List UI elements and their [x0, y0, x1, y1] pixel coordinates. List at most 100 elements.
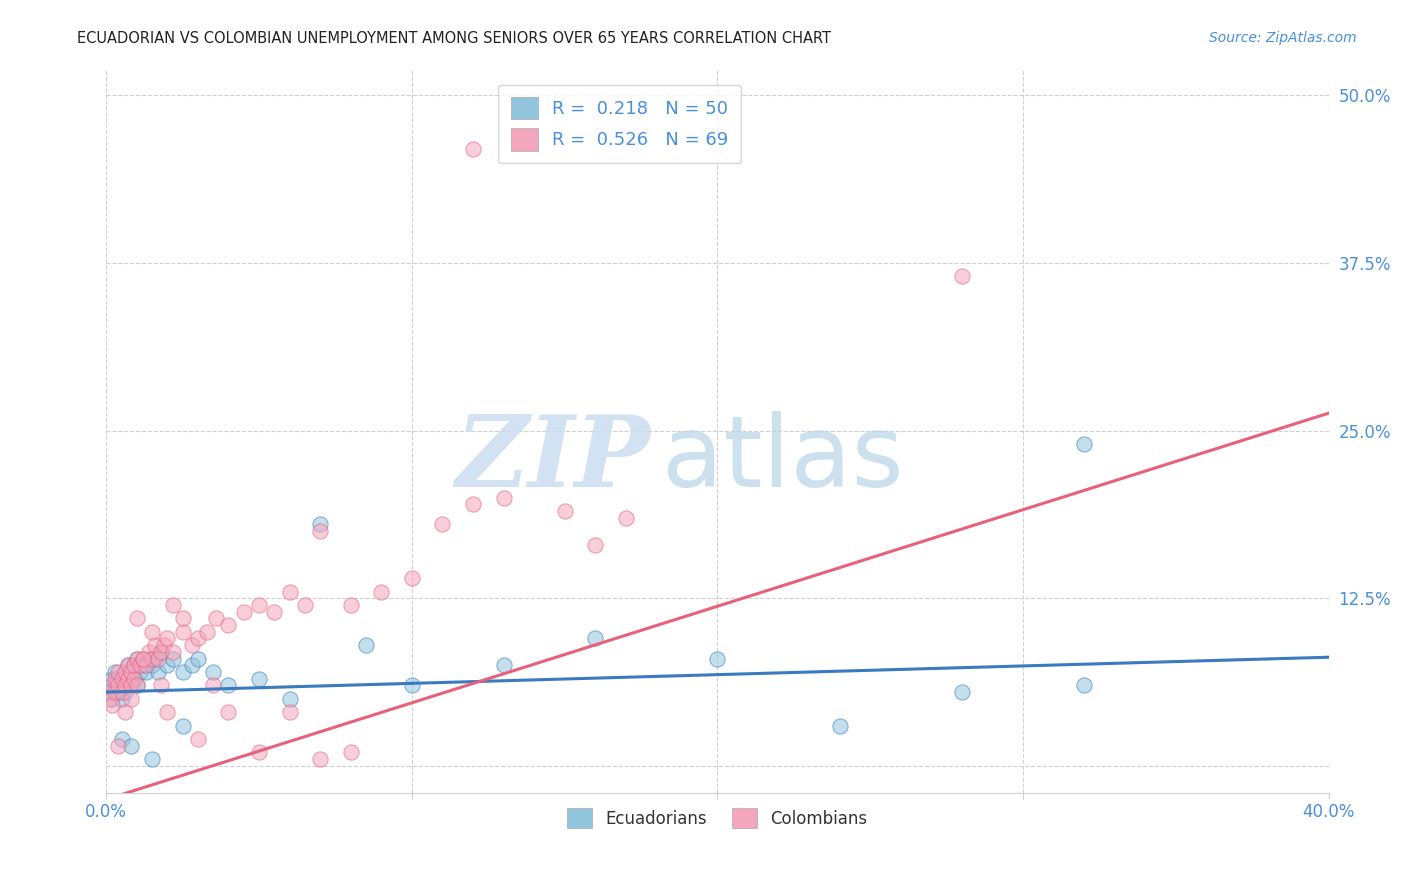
Point — [128, 665, 150, 679]
Point — [202, 678, 225, 692]
Point — [114, 678, 136, 692]
Point — [162, 645, 184, 659]
Point — [187, 731, 209, 746]
Text: atlas: atlas — [662, 411, 904, 508]
Point — [247, 672, 270, 686]
Point — [110, 678, 132, 692]
Point — [141, 624, 163, 639]
Point — [125, 651, 148, 665]
Point — [148, 651, 170, 665]
Point — [110, 691, 132, 706]
Point — [143, 638, 166, 652]
Point — [195, 624, 218, 639]
Point — [172, 611, 194, 625]
Point — [148, 665, 170, 679]
Point — [101, 678, 124, 692]
Point — [162, 598, 184, 612]
Point — [354, 638, 377, 652]
Point — [172, 624, 194, 639]
Point — [98, 685, 121, 699]
Point — [205, 611, 228, 625]
Point — [232, 605, 254, 619]
Point — [104, 685, 127, 699]
Point — [107, 685, 129, 699]
Point — [153, 638, 176, 652]
Point — [432, 517, 454, 532]
Point — [104, 678, 127, 692]
Point — [583, 632, 606, 646]
Point — [339, 598, 361, 612]
Point — [101, 698, 124, 713]
Point — [104, 665, 127, 679]
Point — [202, 665, 225, 679]
Point — [135, 665, 157, 679]
Point — [950, 685, 973, 699]
Point — [156, 658, 179, 673]
Point — [141, 658, 163, 673]
Point — [278, 584, 301, 599]
Point — [339, 746, 361, 760]
Point — [370, 584, 392, 599]
Point — [125, 678, 148, 692]
Point — [117, 658, 139, 673]
Point — [141, 651, 163, 665]
Point — [107, 739, 129, 753]
Point — [117, 672, 139, 686]
Point — [120, 665, 142, 679]
Point — [614, 510, 637, 524]
Point — [132, 658, 155, 673]
Point — [122, 672, 145, 686]
Legend: Ecuadorians, Colombians: Ecuadorians, Colombians — [561, 801, 875, 835]
Point — [110, 672, 132, 686]
Point — [309, 517, 332, 532]
Point — [706, 651, 728, 665]
Point — [1073, 437, 1095, 451]
Point — [98, 691, 121, 706]
Point — [141, 752, 163, 766]
Point — [150, 645, 173, 659]
Point — [187, 651, 209, 665]
Point — [135, 658, 157, 673]
Point — [461, 142, 484, 156]
Point — [122, 672, 145, 686]
Point — [309, 752, 332, 766]
Point — [114, 665, 136, 679]
Point — [101, 672, 124, 686]
Point — [132, 651, 155, 665]
Point — [828, 718, 851, 732]
Point — [950, 269, 973, 284]
Point — [120, 678, 142, 692]
Point — [122, 658, 145, 673]
Point — [143, 651, 166, 665]
Point — [162, 651, 184, 665]
Point — [114, 685, 136, 699]
Point — [107, 672, 129, 686]
Point — [172, 718, 194, 732]
Point — [218, 678, 240, 692]
Point — [117, 672, 139, 686]
Point — [1073, 678, 1095, 692]
Point — [583, 538, 606, 552]
Point — [125, 651, 148, 665]
Point — [122, 658, 145, 673]
Point — [150, 678, 173, 692]
Point — [107, 665, 129, 679]
Point — [401, 678, 423, 692]
Point — [125, 611, 148, 625]
Point — [110, 685, 132, 699]
Point — [117, 658, 139, 673]
Point — [554, 504, 576, 518]
Point — [278, 691, 301, 706]
Point — [114, 665, 136, 679]
Point — [120, 665, 142, 679]
Point — [309, 524, 332, 538]
Point — [138, 651, 160, 665]
Point — [247, 746, 270, 760]
Point — [180, 638, 202, 652]
Point — [150, 645, 173, 659]
Point — [110, 731, 132, 746]
Point — [180, 658, 202, 673]
Point — [107, 678, 129, 692]
Point — [138, 645, 160, 659]
Point — [492, 491, 515, 505]
